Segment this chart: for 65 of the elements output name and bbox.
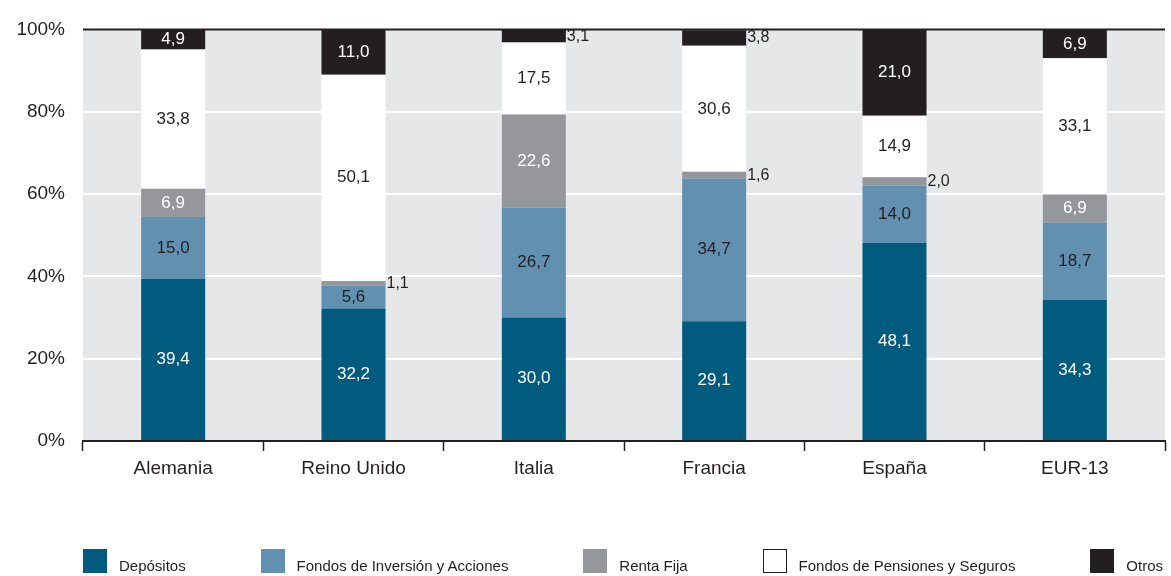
legend-label: Fondos de Inversión y Acciones [296,555,509,574]
data-label: 6,9 [1063,33,1087,53]
data-label: 4,9 [161,29,185,49]
y-tick-label: 80% [26,99,66,121]
data-label: 5,6 [341,286,366,306]
legend-label: Renta Fija [619,555,688,574]
data-label: 6,9 [1063,198,1087,218]
bar [862,115,927,178]
y-tick-label: 20% [26,346,66,368]
data-label: 11,0 [337,41,370,61]
data-label: 1,6 [747,165,770,183]
data-label: 6,9 [161,192,185,212]
data-label: 34,7 [697,239,731,259]
data-label: 1,1 [386,273,409,291]
data-label: 3,8 [747,28,770,46]
bar [862,185,927,244]
data-label: 34,3 [1058,359,1092,379]
bar [321,308,386,440]
x-tick-label: Alemania [133,456,214,478]
y-tick-label: 100% [16,17,66,39]
bar [862,177,927,186]
data-label: 33,1 [1058,116,1092,136]
bar [141,217,206,279]
data-label: 17,5 [517,68,551,88]
bar [141,188,206,218]
data-label: 15,0 [156,237,190,257]
legend-label: Fondos de Pensiones y Seguros [798,555,1016,574]
data-label: 18,7 [1058,251,1092,271]
data-label: 22,6 [517,150,551,170]
data-label: 48,1 [877,331,912,351]
data-label: 26,7 [517,252,551,272]
data-label: 30,0 [517,368,551,388]
data-label: 14,0 [877,203,912,223]
x-tick-label: Reino Unido [301,456,406,478]
bar [141,278,206,440]
y-tick-label: 40% [26,264,66,286]
data-label: 50,1 [336,167,371,187]
legend-label: Otros [1126,555,1163,574]
x-tick-label: Francia [682,456,747,478]
legend-label: Depósitos [119,555,186,574]
bar [501,207,566,318]
bar [1042,194,1107,223]
x-tick-label: EUR-13 [1041,456,1109,478]
bar [501,114,566,208]
data-label: 32,2 [336,363,371,383]
data-label: 14,9 [877,136,912,156]
bar [862,243,927,440]
y-tick-label: 60% [26,182,66,204]
x-tick-label: España [862,456,928,478]
data-label: 2,0 [927,171,950,189]
data-label: 39,4 [156,349,190,369]
bar [501,317,566,440]
bar [1042,299,1107,440]
bar [682,171,747,179]
x-tick-label: Italia [513,456,555,478]
bar [682,178,747,322]
bar [682,321,747,440]
data-label: 30,6 [697,98,731,118]
bar [321,285,386,309]
bar [321,280,386,286]
data-label: 33,8 [156,108,190,128]
bar [1042,222,1107,300]
data-label: 29,1 [697,370,731,390]
y-tick-label: 0% [37,429,66,451]
data-label: 21,0 [877,62,912,82]
